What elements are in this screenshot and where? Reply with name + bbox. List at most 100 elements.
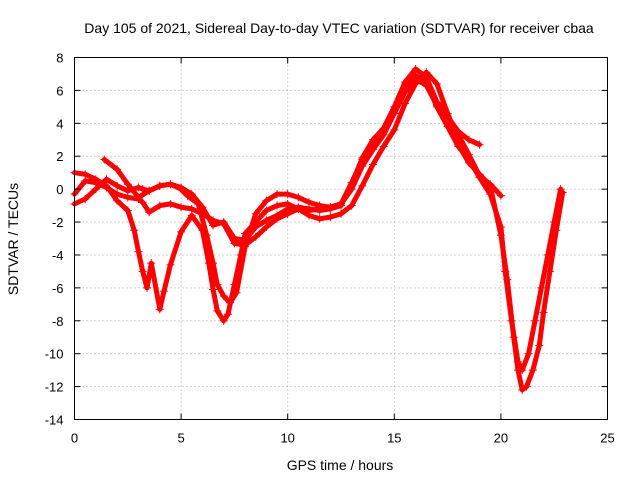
data-point <box>81 170 90 179</box>
series-layer <box>70 65 567 394</box>
data-point <box>113 181 122 190</box>
data-point <box>147 259 156 268</box>
y-tick-label: -2 <box>52 215 64 230</box>
data-point <box>113 165 122 174</box>
chart-title: Day 105 of 2021, Sidereal Day-to-day VTE… <box>84 20 594 36</box>
data-point <box>232 288 241 297</box>
data-point <box>326 203 335 212</box>
y-tick-label: -8 <box>52 314 64 329</box>
data-point <box>113 196 122 205</box>
data-point <box>443 122 452 131</box>
y-tick-label: -6 <box>52 281 64 296</box>
data-point <box>262 196 271 205</box>
data-point <box>209 285 218 294</box>
data-point <box>209 221 218 230</box>
y-tick-label: 8 <box>56 51 63 66</box>
data-point <box>134 193 143 202</box>
plot-frame <box>74 57 608 420</box>
data-point <box>315 214 324 223</box>
data-point <box>177 227 186 236</box>
series-trace-c <box>70 68 567 394</box>
data-point <box>337 199 345 208</box>
x-tick-label: 5 <box>177 431 184 446</box>
data-point <box>130 226 139 235</box>
data-point <box>368 135 377 144</box>
data-point <box>496 222 505 231</box>
data-point <box>326 213 335 222</box>
data-point <box>379 130 388 139</box>
y-tick-label: 6 <box>56 83 63 98</box>
y-tick-label: -14 <box>45 413 64 428</box>
data-point <box>224 310 233 319</box>
x-tick-label: 25 <box>600 431 614 446</box>
data-point <box>138 198 147 207</box>
data-point <box>368 145 377 154</box>
data-point <box>230 234 239 243</box>
data-point <box>123 206 132 215</box>
data-point <box>337 209 345 218</box>
x-tick-label: 20 <box>494 431 508 446</box>
y-tick-label: 4 <box>56 116 63 131</box>
x-tick-label: 15 <box>387 431 401 446</box>
data-point <box>226 298 235 307</box>
data-point <box>486 190 495 199</box>
data-point <box>134 247 143 256</box>
data-point <box>142 283 151 292</box>
data-point <box>219 292 228 301</box>
data-point <box>496 191 505 200</box>
data-point <box>411 79 420 88</box>
data-point <box>138 267 147 276</box>
data-point <box>251 232 260 241</box>
data-point <box>524 349 533 358</box>
data-point <box>543 250 552 259</box>
data-point <box>219 218 228 227</box>
data-point <box>241 242 250 251</box>
data-point <box>91 175 100 184</box>
data-point <box>550 218 559 227</box>
data-point <box>518 366 527 375</box>
data-point <box>528 366 537 375</box>
data-point <box>251 209 260 218</box>
data-point <box>145 208 154 217</box>
data-point <box>518 385 527 394</box>
y-tick-label: -12 <box>45 380 64 395</box>
data-point <box>273 201 282 210</box>
data-point <box>294 193 303 202</box>
data-point <box>166 199 175 208</box>
data-point <box>81 195 90 204</box>
x-tick-label: 10 <box>280 431 294 446</box>
data-point <box>347 201 356 210</box>
data-point <box>305 198 314 207</box>
x-axis-label: GPS time / hours <box>287 457 394 473</box>
y-axis-label: SDTVAR / TECUs <box>5 183 21 295</box>
data-point <box>155 305 164 314</box>
grid <box>74 57 608 420</box>
data-point <box>531 316 540 325</box>
data-point <box>368 160 377 169</box>
data-point <box>422 78 431 87</box>
y-tick-label: -10 <box>45 347 64 362</box>
data-point <box>522 382 531 391</box>
data-point <box>390 125 399 134</box>
data-point <box>539 308 548 317</box>
data-point <box>219 316 228 325</box>
data-point <box>464 135 473 144</box>
data-point <box>315 201 324 210</box>
data-point <box>537 283 546 292</box>
data-point <box>183 191 192 200</box>
data-point <box>283 199 292 208</box>
data-point <box>102 181 111 190</box>
data-point <box>138 185 147 194</box>
data-point <box>432 79 441 88</box>
data-point <box>262 216 271 225</box>
data-point <box>464 155 473 164</box>
data-point <box>283 190 292 199</box>
data-point <box>454 142 463 151</box>
y-tick-label: -4 <box>52 248 64 263</box>
data-point <box>145 186 154 195</box>
data-point <box>177 203 186 212</box>
ticks: 0 5 10 15 20 25 -14 -12 -10 -8 -6 -4 -2 0 2 4 6 8 <box>45 51 615 446</box>
data-point <box>390 109 399 118</box>
data-point <box>166 260 175 269</box>
y-tick-label: 2 <box>56 149 63 164</box>
